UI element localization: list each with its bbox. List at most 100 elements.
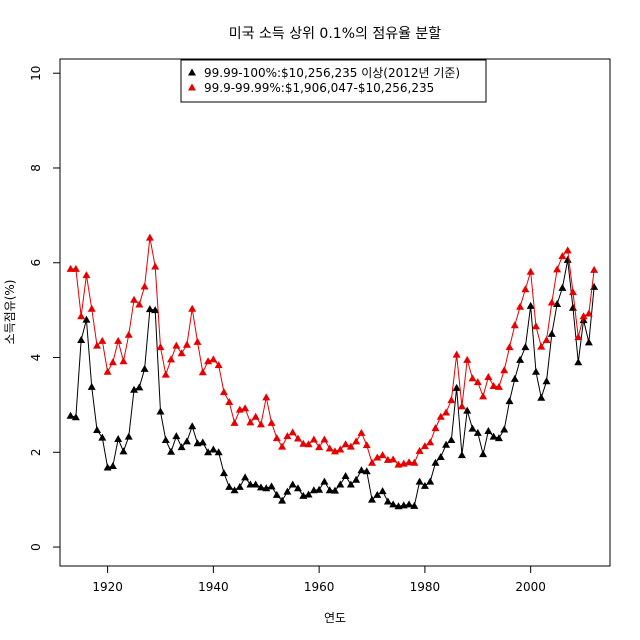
series-2-point-1998 — [516, 302, 525, 310]
series-2-point-1972 — [378, 451, 387, 459]
series-1-point-2002 — [537, 393, 546, 401]
series-2-point-1991 — [479, 392, 488, 400]
series-2-point-1950 — [262, 393, 271, 401]
series-1-point-1961 — [320, 477, 329, 485]
series-2-point-1937 — [193, 337, 202, 345]
series-1-point-1988 — [463, 406, 472, 414]
series-2-point-1987 — [457, 402, 466, 410]
series-1-point-1983 — [436, 453, 445, 461]
series-2-point-1970 — [368, 458, 377, 466]
series-2-point-1986 — [452, 350, 461, 358]
series-1-point-1923 — [119, 447, 128, 455]
series-2-point-1928 — [145, 233, 154, 241]
series-1-point-1972 — [378, 487, 387, 495]
series-2-point-1921 — [108, 358, 117, 366]
x-tick-label-1960: 1960 — [304, 580, 335, 594]
series-1-point-1997 — [510, 374, 519, 382]
series-1-point-1987 — [457, 451, 466, 459]
series-2-point-1925 — [130, 295, 139, 303]
series-1-point-1967 — [352, 475, 361, 483]
series-2-point-1954 — [283, 432, 292, 440]
series-1-point-1927 — [140, 364, 149, 372]
series-1-point-1943 — [225, 482, 234, 490]
series-2-point-1915 — [77, 312, 86, 320]
legend-box — [180, 59, 487, 103]
series-1-point-1926 — [135, 383, 144, 391]
x-axis-title: 연도 — [324, 611, 346, 625]
series-1-point-1944 — [230, 486, 239, 494]
series-2-point-1988 — [463, 355, 472, 363]
series-1-point-2001 — [531, 367, 540, 375]
series-1-point-1914 — [71, 413, 80, 421]
series-2-point-2005 — [553, 265, 562, 273]
series-1-point-1992 — [484, 426, 493, 434]
series-1-point-1932 — [167, 447, 176, 455]
legend-label-series-2: 99.9-99.99%:$1,906,047-$10,256,235 — [204, 81, 434, 95]
series-1-point-1953 — [278, 496, 287, 504]
series-2-point-1996 — [505, 343, 514, 351]
series-2-point-1962 — [325, 444, 334, 452]
series-1-point-1970 — [368, 495, 377, 503]
series-1-point-1949 — [256, 483, 265, 491]
series-1-point-1940 — [209, 445, 218, 453]
series-1-point-1928 — [145, 305, 154, 313]
series-1-point-1966 — [346, 480, 355, 488]
series-1-point-2011 — [584, 338, 593, 346]
y-tick-label-0: 0 — [29, 543, 43, 551]
series-1-point-1995 — [500, 425, 509, 433]
series-2-point-1940 — [209, 355, 218, 363]
x-tick-label-1940: 1940 — [198, 580, 229, 594]
series-2-point-1923 — [119, 357, 128, 365]
series-1-point-1968 — [357, 466, 366, 474]
series-1-point-1936 — [188, 422, 197, 430]
series-1-point-1964 — [336, 480, 345, 488]
series-2-point-1968 — [357, 428, 366, 436]
series-1-line — [70, 259, 595, 507]
series-1-point-1982 — [431, 458, 440, 466]
y-tick-label-8: 8 — [29, 164, 43, 172]
series-1-point-1933 — [172, 432, 181, 440]
series-2-point-1948 — [251, 412, 260, 420]
series-1-point-1991 — [479, 450, 488, 458]
series-2-point-2009 — [574, 333, 583, 341]
series-1-point-1980 — [420, 481, 429, 489]
series-1-point-1938 — [198, 438, 207, 446]
series-1-point-1917 — [87, 382, 96, 390]
series-2-point-1952 — [272, 434, 281, 442]
series-1-point-2006 — [558, 283, 567, 291]
series-1-point-1965 — [341, 471, 350, 479]
series-1-point-1915 — [77, 335, 86, 343]
series-1-point-2003 — [542, 377, 551, 385]
series-2-point-1984 — [442, 408, 451, 416]
series-2 — [66, 233, 599, 468]
series-2-point-1917 — [87, 304, 96, 312]
series-2-point-1989 — [468, 374, 477, 382]
series-2-point-1956 — [293, 434, 302, 442]
series-2-point-1966 — [346, 442, 355, 450]
series-1-point-1993 — [489, 432, 498, 440]
series-2-point-1981 — [426, 438, 435, 446]
series-2-point-2006 — [558, 252, 567, 260]
series-2-point-1927 — [140, 282, 149, 290]
series-2-point-2004 — [547, 298, 556, 306]
series-2-point-1980 — [420, 442, 429, 450]
series-2-point-2008 — [568, 288, 577, 296]
series-2-point-1973 — [383, 455, 392, 463]
series-1-point-1963 — [331, 486, 339, 494]
series-2-point-2011 — [584, 309, 593, 317]
series-1-point-1941 — [214, 448, 223, 456]
series-2-point-1916 — [82, 271, 91, 279]
series-2-point-1992 — [484, 372, 493, 380]
y-axis-title: 소득점유(%) — [3, 280, 17, 345]
series-2-point-1919 — [98, 336, 107, 344]
series-1-point-1922 — [114, 435, 123, 443]
series-1-point-1930 — [156, 407, 165, 415]
series-2-point-1936 — [188, 304, 197, 312]
series-2-point-1944 — [230, 418, 239, 426]
series-2-point-1997 — [510, 321, 519, 329]
series-2-point-1960 — [315, 443, 324, 451]
series-1-point-1945 — [235, 482, 244, 490]
series-2-point-1932 — [167, 355, 176, 363]
series-2-point-1982 — [431, 424, 440, 432]
series-2-point-1931 — [161, 370, 170, 378]
